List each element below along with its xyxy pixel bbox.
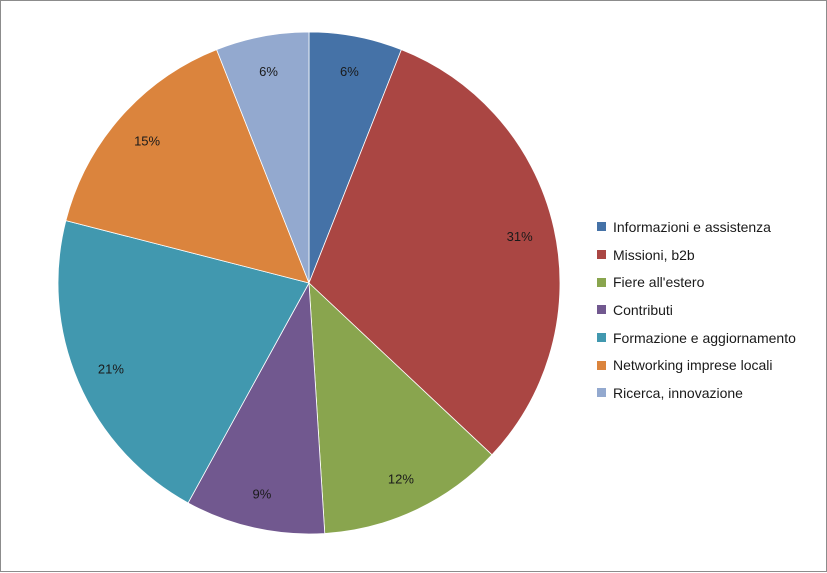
legend-item-7: Ricerca, innovazione	[597, 379, 822, 407]
legend-item-5: Formazione e aggiornamento	[597, 324, 822, 352]
legend-item-2: Missioni, b2b	[597, 241, 822, 269]
data-label-1: 6%	[340, 64, 359, 79]
legend: Informazioni e assistenza Missioni, b2b Fi…	[597, 213, 822, 407]
legend-swatch-6	[597, 360, 606, 370]
legend-swatch-3	[597, 277, 606, 287]
data-label-2: 31%	[507, 229, 533, 244]
legend-swatch-1	[597, 222, 606, 232]
pie-slice-4	[187, 281, 326, 535]
legend-swatch-7	[597, 388, 606, 398]
legend-item-3: Fiere all'estero	[597, 268, 822, 296]
legend-swatch-4	[597, 305, 606, 315]
legend-item-4: Contributi	[597, 296, 822, 324]
legend-label-6: Networking imprese locali	[613, 357, 773, 374]
pie-slice-2	[308, 49, 561, 456]
data-label-7: 6%	[259, 64, 278, 79]
data-label-3: 12%	[388, 471, 414, 486]
legend-label-3: Fiere all'estero	[613, 274, 705, 291]
legend-item-1: Informazioni e assistenza	[597, 213, 822, 241]
pie-slice-6	[65, 49, 310, 284]
data-label-4: 9%	[253, 487, 272, 502]
pie-slice-5	[57, 220, 310, 504]
legend-item-6: Networking imprese locali	[597, 351, 822, 379]
legend-label-1: Informazioni e assistenza	[613, 218, 771, 235]
pie-slice-3	[308, 282, 493, 534]
legend-label-5: Formazione e aggiornamento	[613, 329, 796, 346]
legend-swatch-5	[597, 333, 606, 343]
data-label-5: 21%	[98, 362, 124, 377]
pie-slice-7	[216, 31, 310, 284]
legend-label-7: Ricerca, innovazione	[613, 384, 743, 401]
data-label-6: 15%	[134, 133, 160, 148]
legend-label-4: Contributi	[613, 301, 673, 318]
legend-label-2: Missioni, b2b	[613, 246, 695, 263]
legend-swatch-2	[597, 250, 606, 260]
